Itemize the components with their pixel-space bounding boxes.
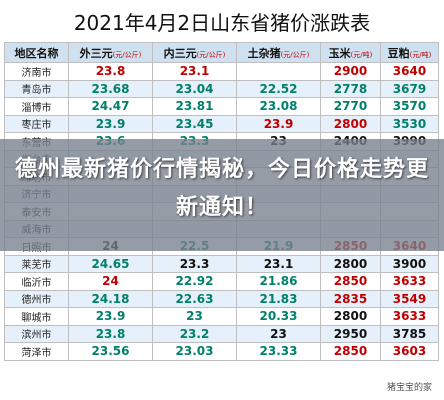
outer3-cell: 23.56 — [68, 342, 153, 361]
col-header-mixed: 土杂猪(元/公斤) — [236, 42, 321, 63]
page-title: 2021年4月2日山东省猪价涨跌表 — [73, 11, 371, 35]
outer3-cell: 24 — [68, 272, 153, 291]
mixed-cell: 21.86 — [236, 272, 321, 291]
soymeal-cell: 3679 — [380, 79, 439, 98]
mixed-cell: 23.9 — [236, 114, 321, 133]
corn-cell: 2835 — [320, 289, 381, 308]
table-row: 莱芜市 24.65 23.3 23.1 2800 3900 — [4, 254, 439, 273]
mixed-cell: 20.33 — [236, 307, 321, 326]
table-row: 菏泽市 23.56 23.03 23.33 2850 3603 — [4, 342, 439, 361]
region-cell: 德州市 — [4, 289, 69, 308]
soymeal-cell: 3549 — [380, 289, 439, 308]
corn-cell: 2850 — [320, 272, 381, 291]
region-cell: 枣庄市 — [4, 114, 69, 133]
outer3-cell: 24.65 — [68, 254, 153, 273]
inner3-cell: 23 — [152, 307, 237, 326]
table-row: 淄博市 24.47 23.81 23.08 2770 3570 — [4, 97, 439, 116]
outer3-cell: 24.18 — [68, 289, 153, 308]
table-row: 临沂市 24 22.92 21.86 2850 3633 — [4, 272, 439, 291]
soymeal-cell: 3603 — [380, 342, 439, 361]
region-cell: 莱芜市 — [4, 254, 69, 273]
region-cell: 菏泽市 — [4, 342, 69, 361]
outer3-cell: 23.9 — [68, 114, 153, 133]
outer3-cell: 23.68 — [68, 79, 153, 98]
corn-cell: 2850 — [320, 342, 381, 361]
inner3-cell: 23.3 — [152, 254, 237, 273]
col-header-corn: 玉米(元/吨) — [320, 42, 381, 63]
inner3-cell: 22.92 — [152, 272, 237, 291]
table-row: 德州市 24.18 22.63 21.83 2835 3549 — [4, 289, 439, 308]
inner3-cell: 22.63 — [152, 289, 237, 308]
table-row: 滨州市 23.8 23.2 23 2950 3785 — [4, 324, 439, 343]
soymeal-cell: 3530 — [380, 114, 439, 133]
col-header-region: 地区名称 — [4, 42, 69, 63]
mixed-cell: 23.33 — [236, 342, 321, 361]
corn-cell: 2778 — [320, 79, 381, 98]
inner3-cell: 23.03 — [152, 342, 237, 361]
inner3-cell: 23.81 — [152, 97, 237, 116]
region-cell: 临沂市 — [4, 272, 69, 291]
region-cell: 淄博市 — [4, 97, 69, 116]
table-row: 青岛市 23.68 23.04 22.52 2778 3679 — [4, 79, 439, 98]
soymeal-cell: 3570 — [380, 97, 439, 116]
outer3-cell: 24.47 — [68, 97, 153, 116]
watermark: 猪宝宝的家 — [386, 383, 432, 393]
table-row: 聊城市 23.9 23 20.33 2800 3633 — [4, 307, 439, 326]
corn-cell: 2950 — [320, 324, 381, 343]
corn-cell: 2770 — [320, 97, 381, 116]
region-cell: 济南市 — [4, 62, 69, 81]
col-header-soymeal: 豆粕(元/吨) — [380, 42, 439, 63]
outer3-cell: 23.8 — [68, 324, 153, 343]
outer3-cell: 23.8 — [68, 62, 153, 81]
col-header-outer3: 外三元(元/公斤) — [68, 42, 153, 63]
col-header-inner3: 内三元(元/公斤) — [152, 42, 237, 63]
mixed-cell — [236, 62, 321, 81]
table-header-row: 地区名称 外三元(元/公斤) 内三元(元/公斤) 土杂猪(元/公斤) 玉米(元/… — [4, 42, 439, 63]
inner3-cell: 23.04 — [152, 79, 237, 98]
outer3-cell: 23.9 — [68, 307, 153, 326]
inner3-cell: 23.45 — [152, 114, 237, 133]
corn-cell: 2800 — [320, 307, 381, 326]
table-row: 济南市 23.8 23.1 2900 3640 — [4, 62, 439, 81]
mixed-cell: 23 — [236, 324, 321, 343]
headline-banner: 德州最新猪价行情揭秘，今日价格走势更新通知！ — [0, 139, 444, 251]
soymeal-cell: 3640 — [380, 62, 439, 81]
soymeal-cell: 3900 — [380, 254, 439, 273]
corn-cell: 2800 — [320, 254, 381, 273]
headline: 德州最新猪价行情揭秘，今日价格走势更新通知！ — [14, 157, 429, 220]
region-cell: 聊城市 — [4, 307, 69, 326]
corn-cell: 2800 — [320, 114, 381, 133]
inner3-cell: 23.2 — [152, 324, 237, 343]
soymeal-cell: 3785 — [380, 324, 439, 343]
inner3-cell: 23.1 — [152, 62, 237, 81]
mixed-cell: 22.52 — [236, 79, 321, 98]
mixed-cell: 23.1 — [236, 254, 321, 273]
mixed-cell: 21.83 — [236, 289, 321, 308]
soymeal-cell: 3633 — [380, 272, 439, 291]
soymeal-cell: 3633 — [380, 307, 439, 326]
corn-cell: 2900 — [320, 62, 381, 81]
region-cell: 滨州市 — [4, 324, 69, 343]
mixed-cell: 23.08 — [236, 97, 321, 116]
region-cell: 青岛市 — [4, 79, 69, 98]
table-row: 枣庄市 23.9 23.45 23.9 2800 3530 — [4, 114, 439, 133]
